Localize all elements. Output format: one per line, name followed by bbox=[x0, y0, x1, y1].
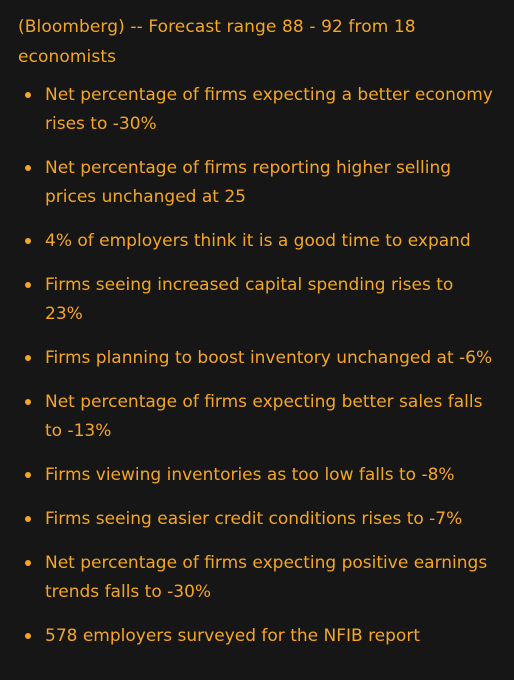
bullet-dot-icon bbox=[25, 516, 31, 522]
bullet-text: Firms seeing increased capital spending … bbox=[45, 275, 454, 324]
bullet-item: Net percentage of firms reporting higher… bbox=[25, 154, 495, 212]
bullet-item: Firms seeing easier credit conditions ri… bbox=[25, 505, 495, 534]
bullet-text: 4% of employers think it is a good time … bbox=[45, 231, 471, 251]
bullet-dot-icon bbox=[25, 238, 31, 244]
bullet-item: 578 employers surveyed for the NFIB repo… bbox=[25, 622, 495, 651]
bullet-text: Net percentage of firms reporting higher… bbox=[45, 158, 452, 207]
bullet-item: Net percentage of firms expecting a bett… bbox=[25, 81, 495, 139]
bullet-text: Net percentage of firms expecting a bett… bbox=[45, 85, 493, 134]
bullet-text: 578 employers surveyed for the NFIB repo… bbox=[45, 626, 420, 646]
bullet-dot-icon bbox=[25, 633, 31, 639]
bullet-item: Net percentage of firms expecting positi… bbox=[25, 549, 495, 607]
news-article: (Bloomberg) -- Forecast range 88 - 92 fr… bbox=[18, 12, 508, 72]
bullet-text: Firms viewing inventories as too low fal… bbox=[45, 465, 455, 485]
bullet-item: Firms planning to boost inventory unchan… bbox=[25, 344, 495, 373]
bullet-dot-icon bbox=[25, 472, 31, 478]
bullet-text: Firms seeing easier credit conditions ri… bbox=[45, 509, 463, 529]
bullet-text: Firms planning to boost inventory unchan… bbox=[45, 348, 493, 368]
bullet-item: Net percentage of firms expecting better… bbox=[25, 388, 495, 446]
article-lead: (Bloomberg) -- Forecast range 88 - 92 fr… bbox=[18, 17, 416, 67]
bullet-dot-icon bbox=[25, 165, 31, 171]
bullet-dot-icon bbox=[25, 399, 31, 405]
bullet-dot-icon bbox=[25, 355, 31, 361]
bullet-dot-icon bbox=[25, 560, 31, 566]
bullet-item: Firms viewing inventories as too low fal… bbox=[25, 461, 495, 490]
bullet-dot-icon bbox=[25, 282, 31, 288]
bullet-dot-icon bbox=[25, 92, 31, 98]
bullet-text: Net percentage of firms expecting positi… bbox=[45, 553, 488, 602]
bullet-item: Firms seeing increased capital spending … bbox=[25, 271, 495, 329]
bullet-list: Net percentage of firms expecting a bett… bbox=[25, 81, 495, 666]
bullet-text: Net percentage of firms expecting better… bbox=[45, 392, 483, 441]
bullet-item: 4% of employers think it is a good time … bbox=[25, 227, 495, 256]
